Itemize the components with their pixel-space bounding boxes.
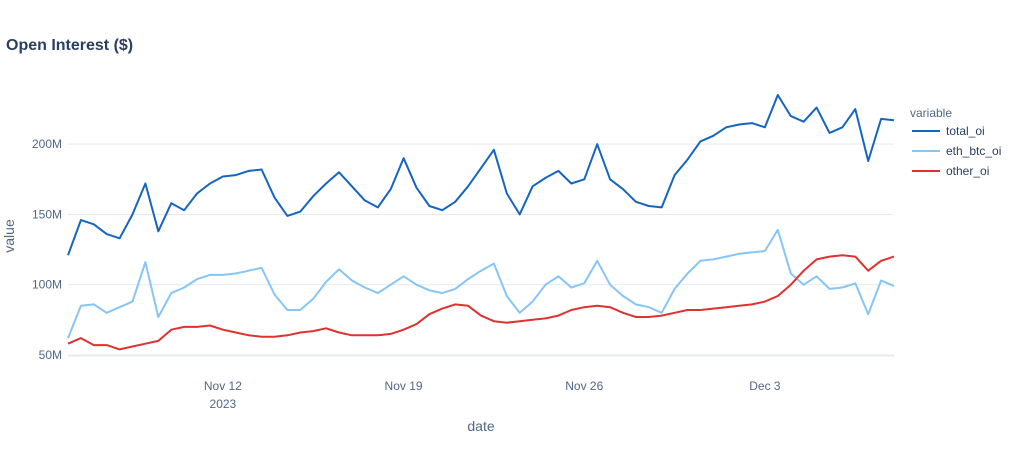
gridlines bbox=[68, 143, 894, 357]
x-tick-sublabel: 2023 bbox=[210, 397, 237, 411]
x-tick-label: Dec 3 bbox=[749, 379, 781, 393]
x-tick-label: Nov 12 bbox=[204, 379, 242, 393]
legend-label-eth_btc_oi: eth_btc_oi bbox=[946, 144, 1001, 158]
y-tick-labels: 50M 100M 150M 200M bbox=[32, 137, 62, 362]
y-axis-title: value bbox=[1, 219, 17, 253]
y-tick-label: 100M bbox=[32, 278, 62, 292]
x-tick-label: Nov 26 bbox=[565, 379, 603, 393]
legend: variable total_oi eth_btc_oi other_oi bbox=[910, 106, 1001, 178]
series-line-total_oi bbox=[67, 94, 895, 256]
legend-label-total_oi: total_oi bbox=[946, 124, 985, 138]
series-line-eth_btc_oi bbox=[67, 228, 895, 339]
y-tick-label: 150M bbox=[32, 207, 62, 221]
x-axis-title: date bbox=[467, 418, 494, 434]
series-line-other_oi bbox=[67, 254, 895, 351]
y-tick-label: 200M bbox=[32, 137, 62, 151]
chart-title: Open Interest ($) bbox=[6, 37, 133, 54]
y-tick-label: 50M bbox=[39, 348, 62, 362]
series-lines bbox=[67, 94, 895, 351]
x-tick-label: Nov 19 bbox=[385, 379, 423, 393]
legend-label-other_oi: other_oi bbox=[946, 164, 989, 178]
x-tick-labels: Nov 12 2023 Nov 19 Nov 26 Dec 3 bbox=[204, 379, 781, 411]
legend-title: variable bbox=[910, 106, 952, 120]
